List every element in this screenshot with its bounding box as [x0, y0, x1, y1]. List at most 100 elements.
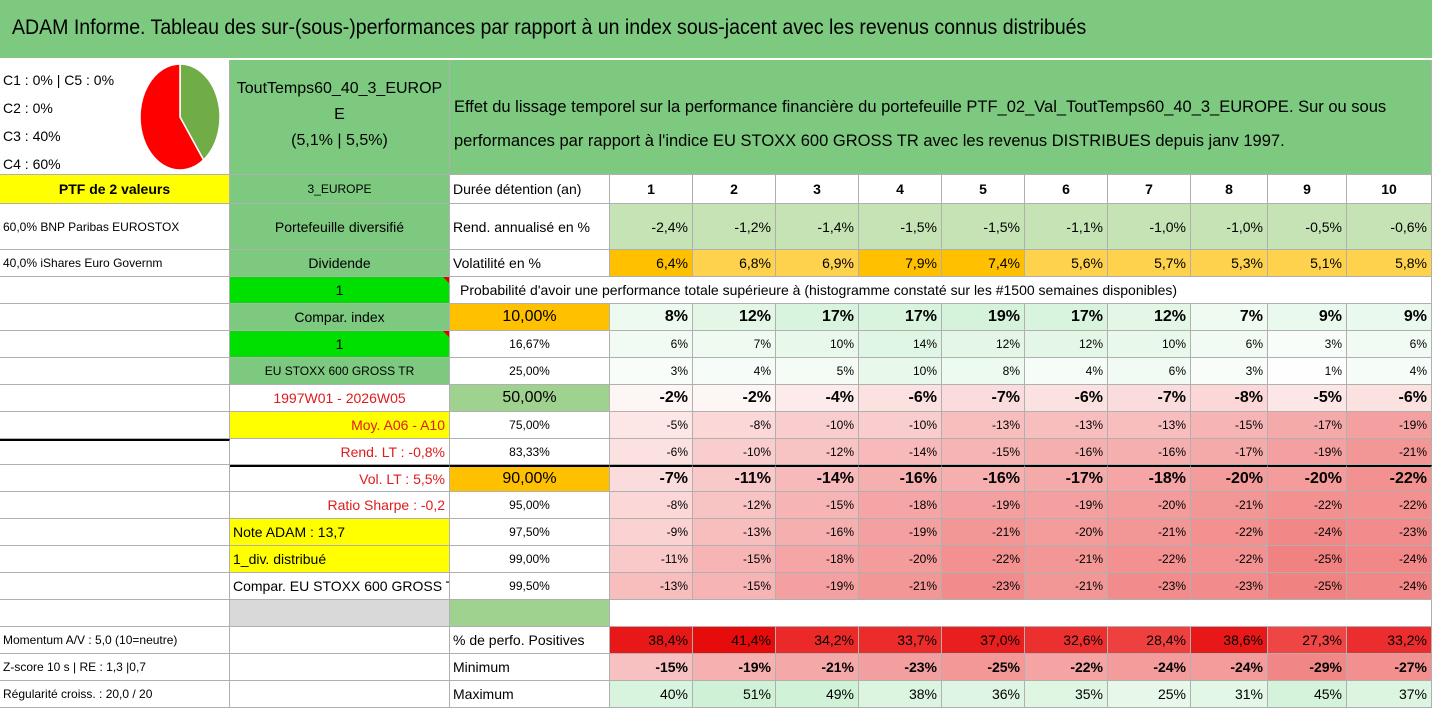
maximum-value: 49% — [776, 681, 859, 708]
percentile-value: -7% — [1108, 385, 1191, 412]
percentile-value: -10% — [859, 412, 942, 439]
percentile-value: -7% — [610, 465, 693, 492]
empty-cell — [0, 412, 230, 439]
holding-period-label: Durée détention (an) — [450, 175, 610, 204]
ptf-count-label: PTF de 2 valeurs — [0, 175, 230, 204]
percentile-value: -21% — [942, 519, 1025, 546]
percentile-value: -15% — [1191, 412, 1268, 439]
legend-entry: C2 : 0% — [3, 100, 53, 116]
percentile-value: -24% — [1347, 573, 1432, 600]
minimum-value: -19% — [693, 654, 776, 681]
percentile-value: 12% — [1025, 331, 1108, 358]
percentile-threshold: 97,50% — [450, 519, 610, 546]
percentile-threshold: 99,00% — [450, 546, 610, 573]
empty-cell — [0, 573, 230, 600]
percentile-value: 8% — [942, 358, 1025, 385]
percentile-value: -20% — [1025, 519, 1108, 546]
volatility-value: 6,8% — [693, 250, 776, 277]
percentile-value: -6% — [1025, 385, 1108, 412]
empty-cell — [0, 546, 230, 573]
percentile-threshold: 99,50% — [450, 573, 610, 600]
return-value: -1,4% — [776, 204, 859, 250]
percentile-value: 9% — [1347, 304, 1432, 331]
percentile-value: 4% — [693, 358, 776, 385]
empty-cell — [0, 277, 230, 304]
maximum-value: 51% — [693, 681, 776, 708]
percentile-value: -4% — [776, 385, 859, 412]
percentile-value: 3% — [1191, 358, 1268, 385]
percentile-value: -17% — [1025, 465, 1108, 492]
percentile-value: 6% — [610, 331, 693, 358]
percentile-value: 17% — [1025, 304, 1108, 331]
momentum-label: Momentum A/V : 5,0 (10=neutre) — [0, 627, 230, 654]
holding-1: 60,0% BNP Paribas EUROSTOX — [0, 204, 230, 250]
holding-2: 40,0% iShares Euro Governm — [0, 250, 230, 277]
year-header: 5 — [942, 175, 1025, 204]
adam-score: Note ADAM : 13,7 — [230, 519, 450, 546]
percentile-value: -15% — [942, 439, 1025, 465]
percentile-value: -21% — [1347, 439, 1432, 465]
sharpe-ratio: Ratio Sharpe : -0,2 — [230, 492, 450, 519]
percentile-value: 6% — [1347, 331, 1432, 358]
year-header: 4 — [859, 175, 942, 204]
positive-perf-value: 38,4% — [610, 627, 693, 654]
positive-perf-value: 38,6% — [1191, 627, 1268, 654]
percentile-value: -20% — [1108, 492, 1191, 519]
diversified-label: Portefeuille diversifié — [230, 204, 450, 250]
percentile-value: -22% — [1191, 546, 1268, 573]
selector-value-2[interactable]: 1 — [230, 331, 450, 358]
empty-cell — [0, 385, 230, 412]
empty-cell — [0, 519, 230, 546]
percentile-value: -19% — [859, 519, 942, 546]
positive-perf-value: 28,4% — [1108, 627, 1191, 654]
percentile-value: -18% — [1108, 465, 1191, 492]
percentile-value: -13% — [1108, 412, 1191, 439]
year-header: 8 — [1191, 175, 1268, 204]
percentile-value: -17% — [1191, 439, 1268, 465]
selector-value-1[interactable]: 1 — [230, 277, 450, 304]
return-value: -0,5% — [1268, 204, 1347, 250]
report-title: ADAM Informe. Tableau des sur-(sous-)per… — [12, 16, 1087, 39]
minimum-value: -22% — [1025, 654, 1108, 681]
return-value: -1,5% — [942, 204, 1025, 250]
percentile-value: -13% — [610, 573, 693, 600]
percentile-value: -16% — [942, 465, 1025, 492]
maximum-value: 37% — [1347, 681, 1432, 708]
percentile-value: 7% — [1191, 304, 1268, 331]
percentile-value: -19% — [776, 573, 859, 600]
percentile-value: -20% — [1191, 465, 1268, 492]
volatility-label: Volatilité en % — [450, 250, 610, 277]
category-legend-panel: C1 : 0% | C5 : 0% C2 : 0% C3 : 40% C4 : 60% — [0, 60, 230, 175]
percentile-value: -25% — [1268, 546, 1347, 573]
maximum-value: 31% — [1191, 681, 1268, 708]
percentile-threshold: 83,33% — [450, 439, 610, 465]
percentile-value: 8% — [610, 304, 693, 331]
percentile-value: -25% — [1268, 573, 1347, 600]
percentile-value: 3% — [1268, 331, 1347, 358]
percentile-value: -16% — [859, 465, 942, 492]
volatility-value: 5,6% — [1025, 250, 1108, 277]
percentile-value: 19% — [942, 304, 1025, 331]
probability-header: Probabilité d'avoir une performance tota… — [450, 277, 1432, 304]
percentile-value: -14% — [859, 439, 942, 465]
percentile-threshold: 90,00% — [450, 465, 610, 492]
percentile-threshold: 10,00% — [450, 304, 610, 331]
portfolio-description: Effet du lissage temporel sur la perform… — [450, 60, 1432, 175]
percentile-value: -13% — [693, 519, 776, 546]
percentile-value: 4% — [1025, 358, 1108, 385]
percentile-value: -16% — [776, 519, 859, 546]
percentile-value: -22% — [1108, 546, 1191, 573]
year-header: 1 — [610, 175, 693, 204]
empty-cell — [230, 627, 450, 654]
maximum-value: 25% — [1108, 681, 1191, 708]
percentile-value: -18% — [776, 546, 859, 573]
maximum-value: 40% — [610, 681, 693, 708]
percentile-threshold: 75,00% — [450, 412, 610, 439]
percentile-value: 7% — [693, 331, 776, 358]
percentile-value: 5% — [776, 358, 859, 385]
volatility-value: 5,8% — [1347, 250, 1432, 277]
year-header: 3 — [776, 175, 859, 204]
year-header: 9 — [1268, 175, 1347, 204]
empty-cell — [0, 331, 230, 358]
positive-perf-value: 37,0% — [942, 627, 1025, 654]
